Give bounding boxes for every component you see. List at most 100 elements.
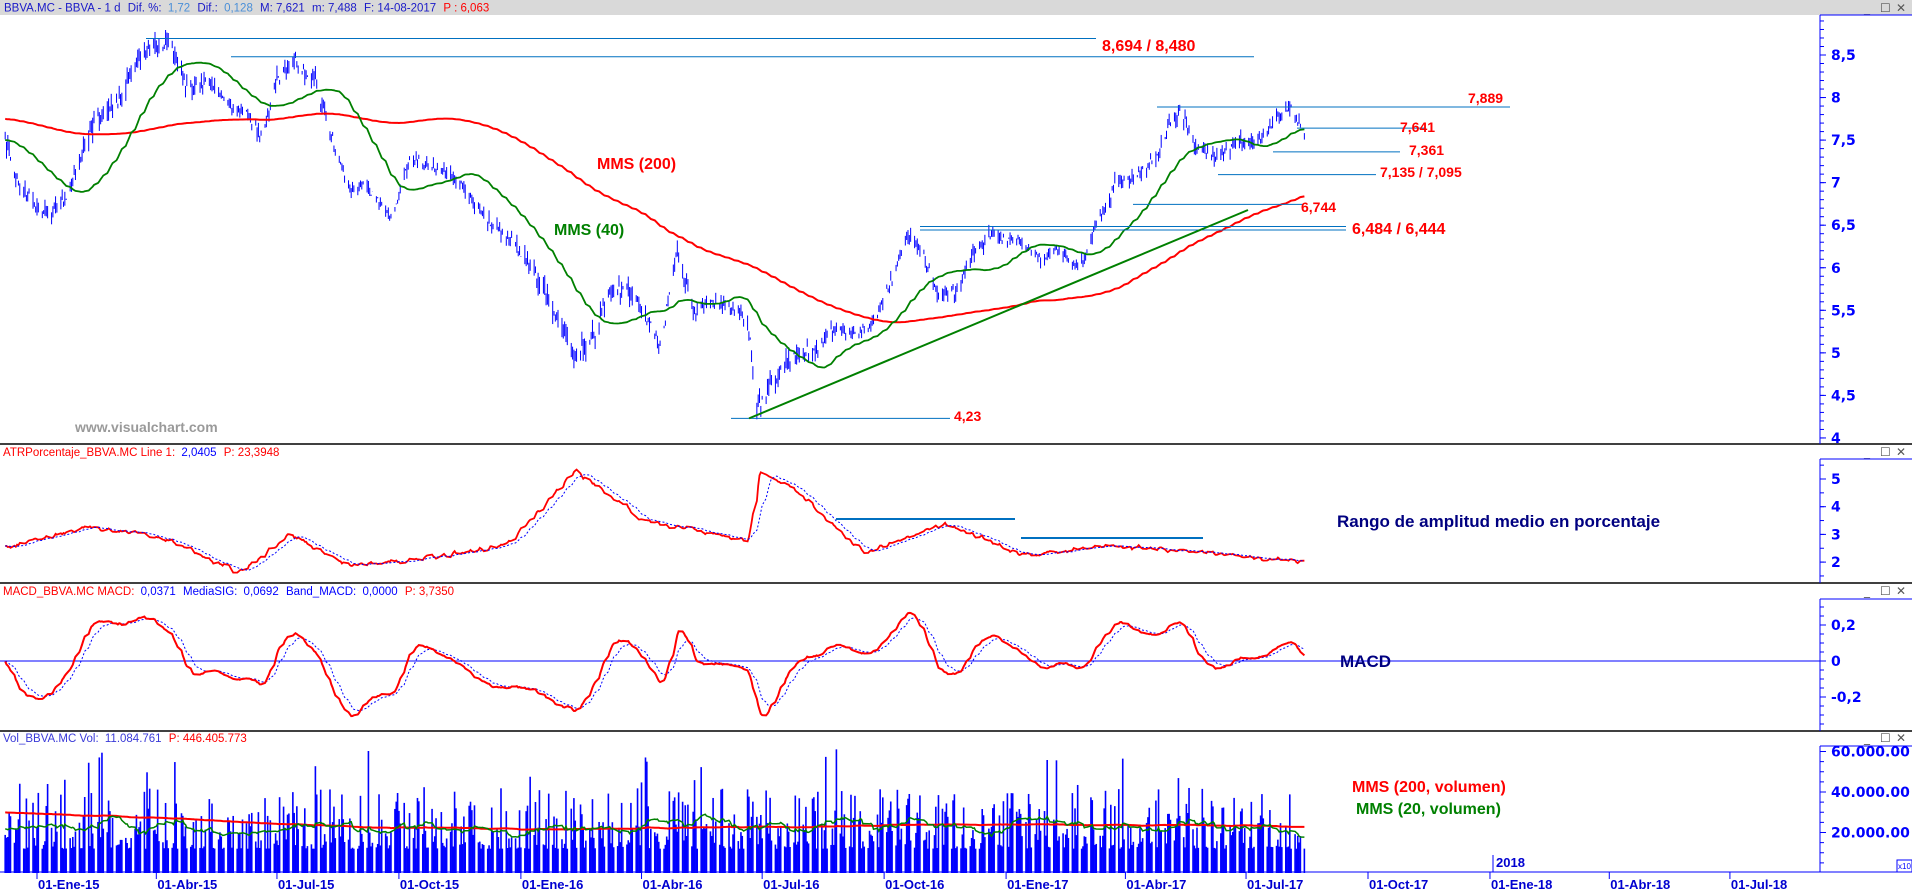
header-symbol: BBVA.MC - BBVA - 1 d <box>4 3 121 15</box>
header-dif-label: Dif.: <box>197 3 217 15</box>
label-mms40: MMS (40) <box>554 222 624 239</box>
axis-tick-label: 8,5 <box>1831 48 1856 64</box>
level-label-8694: 8,694 / 8,480 <box>1102 38 1196 55</box>
level-label-7889: 7,889 <box>1468 90 1503 106</box>
level-label-7135: 7,135 / 7,095 <box>1380 164 1462 180</box>
panel-close-button[interactable]: ✕ <box>1896 1 1906 15</box>
label-mms200: MMS (200) <box>597 156 676 173</box>
macd-value: 0,0371 <box>141 586 176 598</box>
date-tick-label: 01-Oct-17 <box>1369 877 1428 892</box>
mms40-line <box>5 61 1305 369</box>
axis-tick-label: 0,2 <box>1831 618 1856 634</box>
date-tick-label: 01-Jul-15 <box>278 877 334 892</box>
panel-maximize-button[interactable]: ☐ <box>1880 1 1891 15</box>
date-tick-label: 01-Ene-15 <box>38 877 99 892</box>
macd-line <box>4 611 1306 718</box>
title-bar <box>0 0 1912 15</box>
date-tick-label: 01-Abr-15 <box>157 877 217 892</box>
macd-sig-label: MediaSIG: <box>183 586 237 598</box>
header-min: m: 7,488 <box>312 3 357 15</box>
axis-tick-label: 7,5 <box>1831 133 1856 149</box>
header-info: BBVA.MC - BBVA - 1 d Dif. %: 1,72 Dif.: … <box>4 3 489 15</box>
scale-badge-label: x10 <box>1898 862 1911 871</box>
axis-tick-label: 7 <box>1831 176 1841 192</box>
level-label-7641: 7,641 <box>1400 119 1435 135</box>
date-tick-label: 01-Ene-17 <box>1007 877 1068 892</box>
header-max: M: 7,621 <box>260 3 305 15</box>
panel-minimize-button[interactable]: _ <box>1863 445 1871 459</box>
axis-tick-label: 0 <box>1831 654 1841 670</box>
axis-tick-label: 20.000.00 <box>1831 826 1910 842</box>
atr-value: 2,0405 <box>181 447 216 459</box>
axis-tick-label: -0,2 <box>1831 690 1862 706</box>
trendline <box>748 209 1249 420</box>
mms200-line <box>5 112 1305 324</box>
year-label: 2018 <box>1496 855 1525 870</box>
panel-close-button[interactable]: ✕ <box>1896 445 1906 459</box>
date-tick-label: 01-Abr-17 <box>1126 877 1186 892</box>
level-label-7361: 7,361 <box>1409 142 1444 158</box>
macd-header: MACD_BBVA.MC MACD: 0,0371 MediaSIG: 0,06… <box>3 586 454 598</box>
panel-maximize-button[interactable]: ☐ <box>1880 445 1891 459</box>
header-p: P : 6,063 <box>443 3 489 15</box>
vol-p: P: 446.405.773 <box>169 733 247 745</box>
panel-minimize-button[interactable]: _ <box>1863 584 1871 598</box>
atr-p: P: 23,3948 <box>224 447 280 459</box>
vol-ma200-label: MMS (200, volumen) <box>1352 779 1506 796</box>
panel-close-button[interactable]: ✕ <box>1896 731 1906 745</box>
axis-tick-label: 6,5 <box>1831 218 1856 234</box>
panel-maximize-button[interactable]: ☐ <box>1880 731 1891 745</box>
panel-close-button[interactable]: ✕ <box>1896 584 1906 598</box>
date-tick-label: 01-Jul-17 <box>1247 877 1303 892</box>
axis-tick-label: 40.000.00 <box>1831 785 1910 801</box>
macd-sig: 0,0692 <box>244 586 279 598</box>
axis-tick-label: 60.000.00 <box>1831 745 1910 761</box>
atr-name: ATRPorcentaje_BBVA.MC Line 1: <box>3 447 175 459</box>
axis-tick-label: 3 <box>1831 527 1841 543</box>
atr-signal-line <box>5 474 1305 571</box>
axis-tick-label: 4 <box>1831 431 1841 447</box>
level-label-6484: 6,484 / 6,444 <box>1352 221 1446 238</box>
watermark: www.visualchart.com <box>74 419 218 435</box>
axis-tick-label: 8 <box>1831 91 1841 107</box>
panel-maximize-button[interactable]: ☐ <box>1880 584 1891 598</box>
date-tick-label: 01-Ene-18 <box>1491 877 1552 892</box>
atr-note: Rango de amplitud medio en porcentaje <box>1337 512 1660 531</box>
axis-tick-label: 5 <box>1831 346 1841 362</box>
date-tick-label: 01-Ene-16 <box>522 877 583 892</box>
volume-mms200-line <box>5 811 1305 831</box>
macd-note: MACD <box>1340 652 1391 671</box>
header-dif-pct: 1,72 <box>168 3 190 15</box>
date-tick-label: 01-Oct-16 <box>885 877 944 892</box>
macd-band-label: Band_MACD: <box>286 586 356 598</box>
vol-value: 11.084.761 <box>105 733 162 745</box>
date-tick-label: 01-Oct-15 <box>400 877 459 892</box>
header-dif: 0,128 <box>224 3 253 15</box>
panel-minimize-button[interactable]: _ <box>1863 731 1871 745</box>
scale-badge[interactable] <box>1896 859 1912 873</box>
panel-minimize-button[interactable]: _ <box>1863 1 1871 15</box>
macd-name: MACD_BBVA.MC MACD: <box>3 586 134 598</box>
date-tick-label: 01-Abr-18 <box>1610 877 1670 892</box>
axis-tick-label: 4 <box>1831 500 1841 516</box>
vol-name: Vol_BBVA.MC Vol: <box>3 733 99 745</box>
axis-tick-label: 5 <box>1831 472 1841 488</box>
date-tick-label: 01-Jul-16 <box>763 877 819 892</box>
macd-band: 0,0000 <box>362 586 397 598</box>
volume-mms20-line <box>4 813 1305 838</box>
level-label-423: 4,23 <box>954 408 981 424</box>
header-dif-pct-label: Dif. %: <box>128 3 162 15</box>
level-label-6744: 6,744 <box>1301 199 1336 215</box>
vol-ma20-label: MMS (20, volumen) <box>1356 801 1501 818</box>
axis-tick-label: 2 <box>1831 555 1841 571</box>
atr-header: ATRPorcentaje_BBVA.MC Line 1: 2,0405 P: … <box>3 447 279 459</box>
date-tick-label: 01-Jul-18 <box>1731 877 1787 892</box>
vol-header: Vol_BBVA.MC Vol: 11.084.761 P: 446.405.7… <box>3 733 247 745</box>
date-tick-label: 01-Abr-16 <box>643 877 703 892</box>
header-date: F: 14-08-2017 <box>364 3 436 15</box>
axis-tick-label: 6 <box>1831 261 1841 277</box>
macd-p: P: 3,7350 <box>405 586 454 598</box>
macd-signal-line <box>4 617 1305 712</box>
axis-tick-label: 5,5 <box>1831 303 1856 319</box>
